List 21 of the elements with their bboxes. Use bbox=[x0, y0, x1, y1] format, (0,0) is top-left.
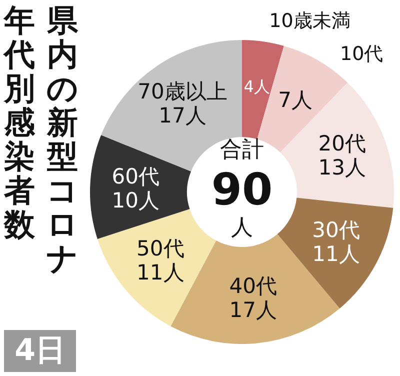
slice-label: 50代 bbox=[136, 236, 184, 260]
slice-label: 40代 bbox=[229, 274, 277, 298]
data-label: 11人 bbox=[312, 242, 360, 266]
data-label: 11人 bbox=[136, 260, 184, 284]
slice-label: 20代 bbox=[318, 132, 366, 156]
text: 合計 bbox=[220, 138, 264, 162]
text: 90 bbox=[211, 164, 273, 216]
data-label: 13人 bbox=[318, 156, 366, 180]
chart-title: 県内の新型コロナ年代別感染者数 bbox=[4, 3, 78, 277]
text: 人 bbox=[231, 216, 253, 240]
data-label: 17人 bbox=[229, 298, 277, 322]
slice-label: 10歳未満 bbox=[269, 10, 350, 32]
data-label: 10人 bbox=[112, 188, 160, 212]
slice-label: 60代 bbox=[112, 164, 160, 188]
data-label: 17人 bbox=[158, 104, 206, 128]
slice-label: 70歳以上 bbox=[138, 80, 228, 104]
text: 4日 bbox=[4, 330, 76, 372]
data-label: 7人 bbox=[278, 88, 312, 112]
data-label: 4人 bbox=[244, 77, 270, 96]
slice-label: 30代 bbox=[312, 218, 360, 242]
slice-label: 10代 bbox=[340, 42, 384, 65]
